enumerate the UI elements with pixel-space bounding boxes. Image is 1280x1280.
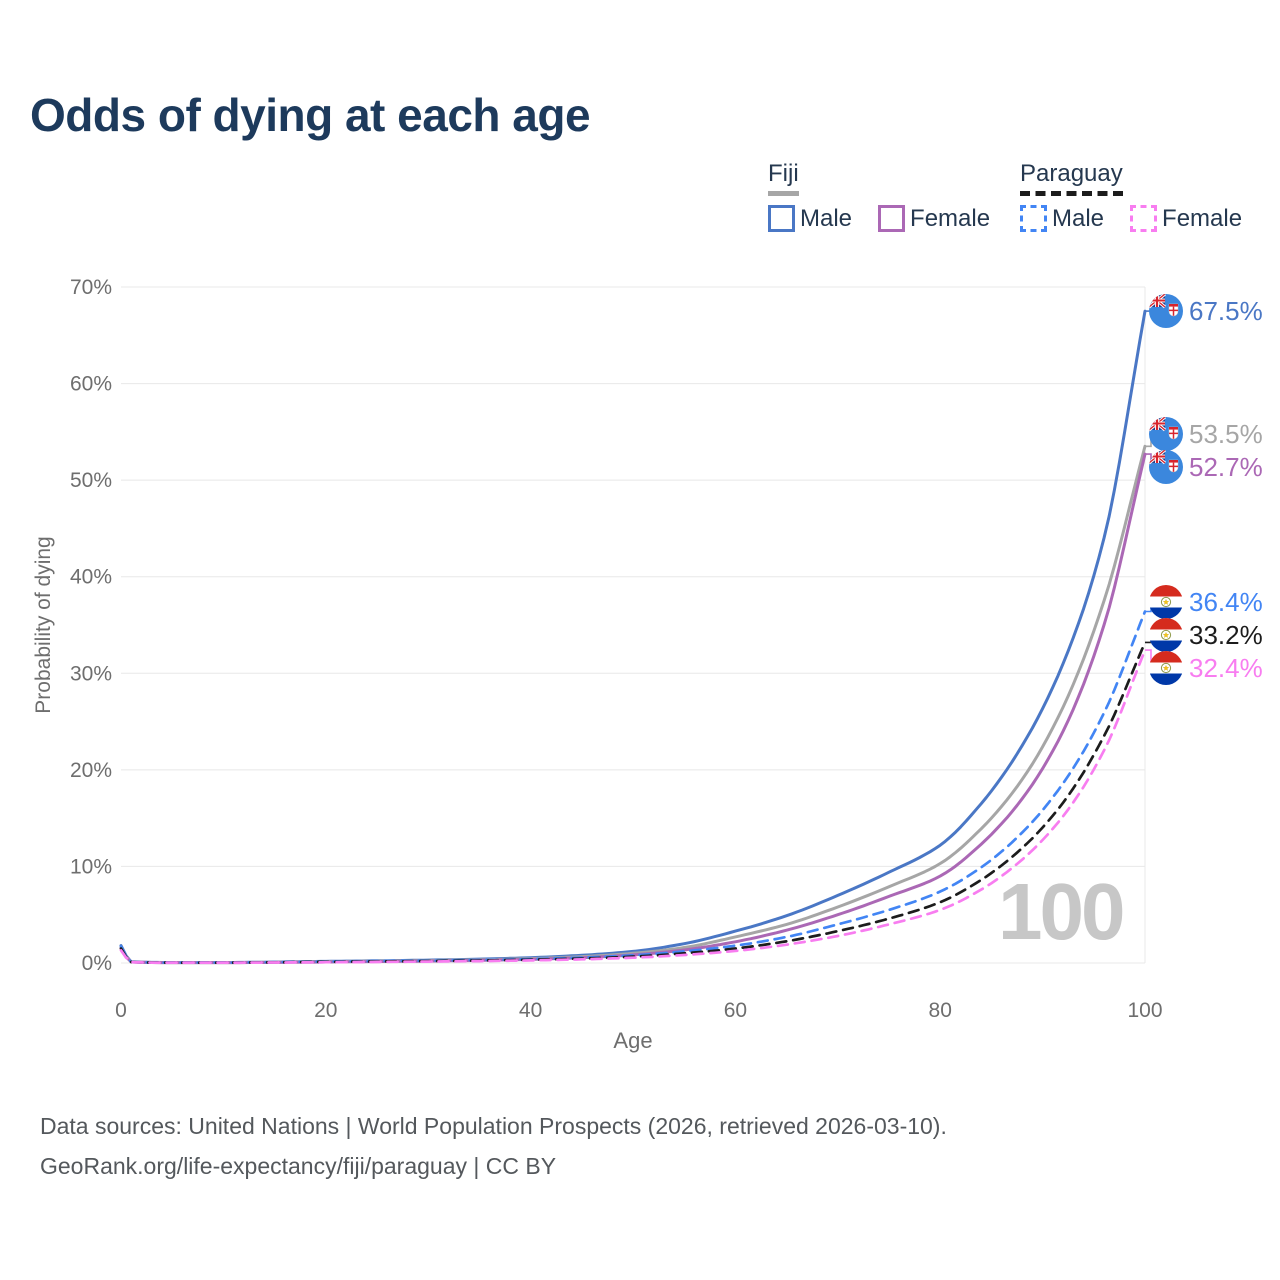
paraguay-flag-icon (1149, 651, 1183, 685)
legend-items-fiji: Male Female (768, 205, 990, 232)
fiji-male-swatch-icon (768, 205, 795, 232)
series-line-fiji_female (119, 452, 1147, 965)
endpoint-label-paraguay_total: 33.2% (1149, 618, 1263, 652)
endpoint-value: 67.5% (1189, 296, 1263, 326)
series-line-fiji_total (119, 444, 1147, 965)
y-axis-title: Probability of dying (32, 536, 55, 714)
series-line-paraguay_male (119, 610, 1147, 964)
legend-title-paraguay: Paraguay (1020, 160, 1123, 196)
paraguay-male-swatch-icon (1020, 205, 1047, 232)
legend-group-paraguay: Paraguay Male Female (1020, 160, 1242, 232)
legend-item-fiji-male[interactable]: Male (768, 205, 852, 232)
fiji-female-swatch-icon (878, 205, 906, 232)
series-lines (119, 309, 1147, 965)
endpoint-value: 53.5% (1189, 419, 1263, 449)
legend-item-label: Male (1052, 205, 1105, 232)
x-axis-title: Age (613, 1028, 653, 1053)
x-tick-label: 80 (929, 999, 952, 1022)
data-sources-text: Data sources: United Nations | World Pop… (40, 1113, 947, 1139)
endpoint-label-fiji_female: 52.7% (1149, 450, 1263, 484)
y-tick-label: 50% (70, 469, 112, 492)
x-tick-label: 40 (519, 999, 542, 1022)
series-line-fiji_male (119, 309, 1147, 964)
fiji-flag-icon (1149, 294, 1183, 328)
chart-title: Odds of dying at each age (30, 89, 591, 141)
endpoint-value: 36.4% (1189, 587, 1263, 617)
y-tick-label: 0% (82, 952, 112, 975)
legend-items-paraguay: Male Female (1020, 205, 1242, 232)
x-tick-label: 100 (1127, 999, 1162, 1022)
legend-item-paraguay-female[interactable]: Female (1130, 205, 1242, 232)
paraguay-female-swatch-icon (1130, 205, 1158, 232)
x-tick-label: 60 (724, 999, 747, 1022)
endpoint-label-paraguay_female: 32.4% (1149, 651, 1263, 685)
series-line-paraguay_total (119, 641, 1147, 965)
y-tick-label: 40% (70, 566, 112, 589)
fiji-flag-icon (1149, 417, 1183, 451)
endpoint-value: 52.7% (1189, 452, 1263, 482)
y-tick-label: 70% (70, 276, 112, 299)
y-tick-label: 10% (70, 855, 112, 878)
age-watermark: 100 (998, 867, 1125, 956)
legend-item-fiji-female[interactable]: Female (878, 205, 990, 232)
x-tick-label: 20 (314, 999, 337, 1022)
attribution-text: GeoRank.org/life-expectancy/fiji/paragua… (40, 1153, 557, 1179)
endpoint-label-fiji_total: 53.5% (1149, 417, 1263, 451)
endpoint-value: 33.2% (1189, 620, 1263, 650)
paraguay-flag-icon (1149, 618, 1183, 652)
legend-group-fiji: Fiji Male Female (768, 160, 990, 232)
endpoint-label-fiji_male: 67.5% (1149, 294, 1263, 328)
y-tick-label: 60% (70, 373, 112, 396)
gridlines (121, 286, 1146, 964)
endpoint-value: 32.4% (1189, 653, 1263, 683)
fiji-flag-icon (1149, 450, 1183, 484)
legend-item-paraguay-male[interactable]: Male (1020, 205, 1104, 232)
legend-title-fiji: Fiji (768, 160, 799, 196)
paraguay-flag-icon (1149, 585, 1183, 619)
legend-item-label: Female (910, 205, 991, 232)
footer: Data sources: United Nations | World Pop… (40, 1106, 947, 1186)
legend-item-label: Female (1162, 205, 1243, 232)
legend-item-label: Male (800, 205, 853, 232)
axis-tick-labels: 70% 60% 50% 40% 30% 20% 10% 0% 0 20 40 60 80 100 (70, 276, 1163, 1022)
endpoint-label-paraguay_male: 36.4% (1149, 585, 1263, 619)
y-tick-label: 20% (70, 759, 112, 782)
y-tick-label: 30% (70, 662, 112, 685)
series-line-paraguay_female (119, 648, 1147, 965)
x-tick-label: 0 (115, 999, 127, 1022)
